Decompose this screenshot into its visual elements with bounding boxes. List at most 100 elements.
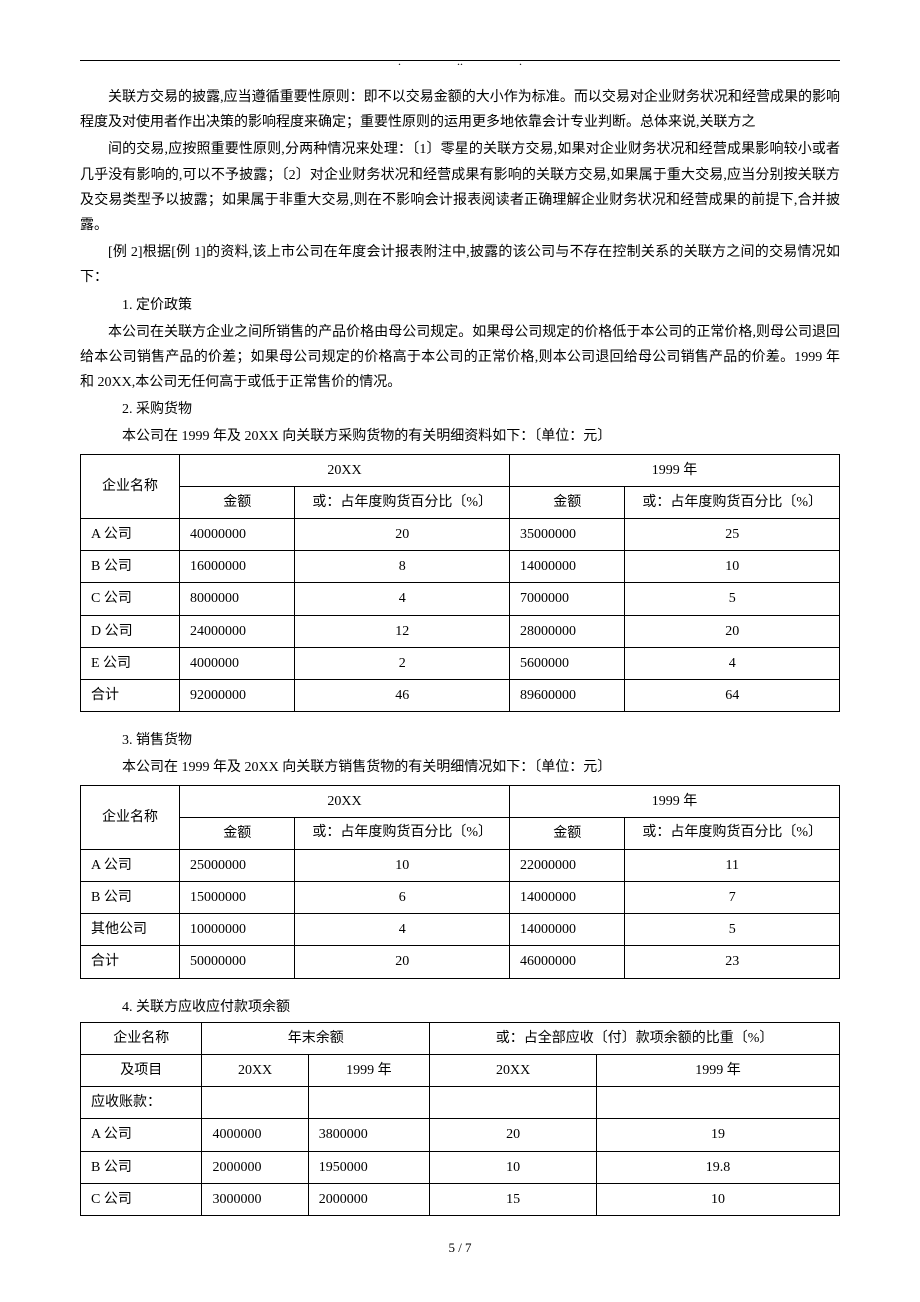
cell-amount: 25000000 (180, 849, 295, 881)
page-footer: 5 / 7 (80, 1236, 840, 1259)
empty-cell (597, 1087, 840, 1119)
table-subheader-row: 金额 或：占年度购货百分比〔%〕 金额 或：占年度购货百分比〔%〕 (81, 817, 840, 849)
table-row: 合计92000000468960000064 (81, 679, 840, 711)
col-amount-1: 金额 (180, 486, 295, 518)
table-row: 其他公司100000004140000005 (81, 914, 840, 946)
header-rule: . .. . (80, 60, 840, 61)
header-marks: . .. . (80, 51, 840, 73)
cell-amount: 14000000 (509, 914, 624, 946)
cell-pct: 10 (430, 1151, 597, 1183)
cell-pct: 12 (295, 615, 510, 647)
col-balance: 年末余额 (202, 1022, 430, 1054)
cell-amount: 50000000 (180, 946, 295, 978)
cell-amount: 46000000 (509, 946, 624, 978)
cell-balance: 4000000 (202, 1119, 308, 1151)
col-company: 企业名称 (81, 454, 180, 518)
cell-amount: 24000000 (180, 615, 295, 647)
col-year1-group: 20XX (180, 785, 510, 817)
cell-amount: 40000000 (180, 519, 295, 551)
cell-pct: 20 (625, 615, 840, 647)
section-3-intro: 本公司在 1999 年及 20XX 向关联方销售货物的有关明细情况如下：〔单位：… (80, 755, 840, 780)
col-pct-2: 或：占年度购货百分比〔%〕 (625, 817, 840, 849)
section-1-title: 1. 定价政策 (80, 293, 840, 318)
col-company-item-line1: 企业名称 (81, 1022, 202, 1054)
paragraph-3: [例 2]根据[例 1]的资料,该上市公司在年度会计报表附注中,披露的该公司与不… (80, 240, 840, 290)
cell-pct: 4 (295, 583, 510, 615)
cell-amount: 15000000 (180, 882, 295, 914)
cell-pct: 10 (625, 551, 840, 583)
table-row: D 公司24000000122800000020 (81, 615, 840, 647)
section-1-body: 本公司在关联方企业之间所销售的产品价格由母公司规定。如果母公司规定的价格低于本公… (80, 320, 840, 396)
col-pct-1: 或：占年度购货百分比〔%〕 (295, 817, 510, 849)
cell-pct: 2 (295, 647, 510, 679)
mark-1: . (398, 51, 401, 73)
cell-company: B 公司 (81, 1151, 202, 1183)
col-year2: 1999 年 (308, 1055, 429, 1087)
cell-company: B 公司 (81, 882, 180, 914)
col-amount-1: 金额 (180, 817, 295, 849)
table-subheader-row: 金额 或：占年度购货百分比〔%〕 金额 或：占年度购货百分比〔%〕 (81, 486, 840, 518)
purchase-table: 企业名称 20XX 1999 年 金额 或：占年度购货百分比〔%〕 金额 或：占… (80, 454, 840, 713)
cell-company: 其他公司 (81, 914, 180, 946)
cell-amount: 89600000 (509, 679, 624, 711)
sales-table: 企业名称 20XX 1999 年 金额 或：占年度购货百分比〔%〕 金额 或：占… (80, 785, 840, 979)
empty-cell (202, 1087, 308, 1119)
col-year1: 20XX (202, 1055, 308, 1087)
cell-balance: 3800000 (308, 1119, 429, 1151)
empty-cell (430, 1087, 597, 1119)
col-pct-2: 或：占年度购货百分比〔%〕 (625, 486, 840, 518)
empty-cell (308, 1087, 429, 1119)
cell-pct: 10 (597, 1183, 840, 1215)
cell-amount: 14000000 (509, 551, 624, 583)
col-pct-1: 或：占年度购货百分比〔%〕 (295, 486, 510, 518)
cell-pct: 23 (625, 946, 840, 978)
cell-pct: 46 (295, 679, 510, 711)
col-year2-group: 1999 年 (509, 454, 839, 486)
col-pct-year2: 1999 年 (597, 1055, 840, 1087)
col-amount-2: 金额 (509, 817, 624, 849)
cell-pct: 5 (625, 583, 840, 615)
col-pct-year1: 20XX (430, 1055, 597, 1087)
cell-company: 合计 (81, 946, 180, 978)
cell-company: 合计 (81, 679, 180, 711)
cell-amount: 16000000 (180, 551, 295, 583)
cell-amount: 28000000 (509, 615, 624, 647)
paragraph-2: 间的交易,应按照重要性原则,分两种情况来处理：〔1〕零星的关联方交易,如果对企业… (80, 137, 840, 238)
col-company-item-line2: 及项目 (81, 1055, 202, 1087)
mark-3: . (519, 51, 522, 73)
cell-amount: 8000000 (180, 583, 295, 615)
table-row: 合计50000000204600000023 (81, 946, 840, 978)
cell-pct: 15 (430, 1183, 597, 1215)
cell-balance: 2000000 (308, 1183, 429, 1215)
receivables-table: 企业名称 年末余额 或：占全部应收〔付〕款项余额的比重〔%〕 及项目 20XX … (80, 1022, 840, 1216)
cell-pct: 11 (625, 849, 840, 881)
cell-pct: 20 (295, 519, 510, 551)
col-company: 企业名称 (81, 785, 180, 849)
section-3-title: 3. 销售货物 (80, 728, 840, 753)
section-2-title: 2. 采购货物 (80, 397, 840, 422)
cell-amount: 14000000 (509, 882, 624, 914)
cell-pct: 4 (295, 914, 510, 946)
cell-company: A 公司 (81, 1119, 202, 1151)
col-pct-balance: 或：占全部应收〔付〕款项余额的比重〔%〕 (430, 1022, 840, 1054)
cell-balance: 2000000 (202, 1151, 308, 1183)
cell-pct: 7 (625, 882, 840, 914)
cell-company: C 公司 (81, 583, 180, 615)
cell-amount: 35000000 (509, 519, 624, 551)
cell-pct: 64 (625, 679, 840, 711)
cell-amount: 7000000 (509, 583, 624, 615)
table-header-row: 企业名称 20XX 1999 年 (81, 785, 840, 817)
table-row: E 公司4000000256000004 (81, 647, 840, 679)
table-header-row: 企业名称 年末余额 或：占全部应收〔付〕款项余额的比重〔%〕 (81, 1022, 840, 1054)
table-subheader-row: 及项目 20XX 1999 年 20XX 1999 年 (81, 1055, 840, 1087)
cell-pct: 10 (295, 849, 510, 881)
cell-amount: 92000000 (180, 679, 295, 711)
col-year2-group: 1999 年 (509, 785, 839, 817)
receivables-label: 应收账款： (81, 1087, 202, 1119)
table-row: C 公司300000020000001510 (81, 1183, 840, 1215)
cell-company: C 公司 (81, 1183, 202, 1215)
cell-pct: 6 (295, 882, 510, 914)
table-row: A 公司25000000102200000011 (81, 849, 840, 881)
paragraph-1: 关联方交易的披露,应当遵循重要性原则：即不以交易金额的大小作为标准。而以交易对企… (80, 85, 840, 135)
section-2-intro: 本公司在 1999 年及 20XX 向关联方采购货物的有关明细资料如下：〔单位：… (80, 424, 840, 449)
